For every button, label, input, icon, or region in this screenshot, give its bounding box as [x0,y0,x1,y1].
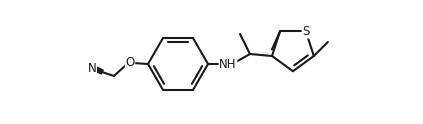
Text: O: O [125,56,135,68]
Text: S: S [302,25,310,38]
Text: N: N [88,62,96,75]
Text: NH: NH [219,58,237,71]
